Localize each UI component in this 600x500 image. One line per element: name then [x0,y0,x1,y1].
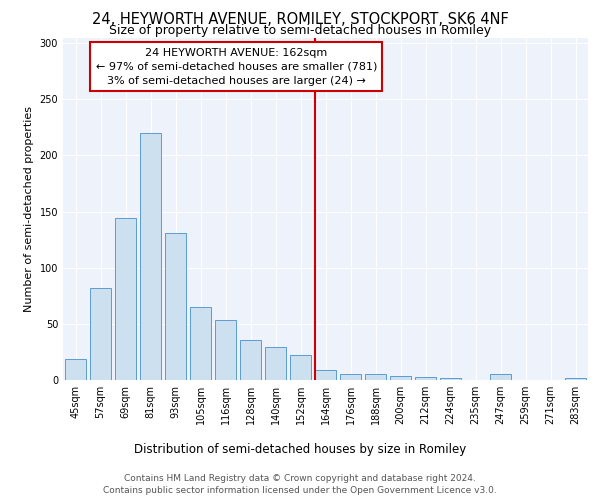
Bar [565,378,586,380]
Bar [440,378,461,380]
Bar [165,233,186,380]
Text: Contains HM Land Registry data © Crown copyright and database right 2024.
Contai: Contains HM Land Registry data © Crown c… [103,474,497,495]
Text: 24 HEYWORTH AVENUE: 162sqm
← 97% of semi-detached houses are smaller (781)
3% of: 24 HEYWORTH AVENUE: 162sqm ← 97% of semi… [95,48,377,86]
Bar [90,288,111,380]
Bar [65,358,86,380]
Bar [265,348,286,380]
Text: Size of property relative to semi-detached houses in Romiley: Size of property relative to semi-detach… [109,24,491,37]
Bar [415,376,436,380]
Bar [240,340,261,380]
Bar [340,374,361,380]
Bar [140,133,161,380]
Bar [390,376,411,380]
Text: Distribution of semi-detached houses by size in Romiley: Distribution of semi-detached houses by … [134,442,466,456]
Bar [490,374,511,380]
Bar [115,218,136,380]
Text: 24, HEYWORTH AVENUE, ROMILEY, STOCKPORT, SK6 4NF: 24, HEYWORTH AVENUE, ROMILEY, STOCKPORT,… [92,12,508,28]
Bar [215,320,236,380]
Y-axis label: Number of semi-detached properties: Number of semi-detached properties [24,106,34,312]
Bar [290,356,311,380]
Bar [365,374,386,380]
Bar [190,307,211,380]
Bar [315,370,336,380]
